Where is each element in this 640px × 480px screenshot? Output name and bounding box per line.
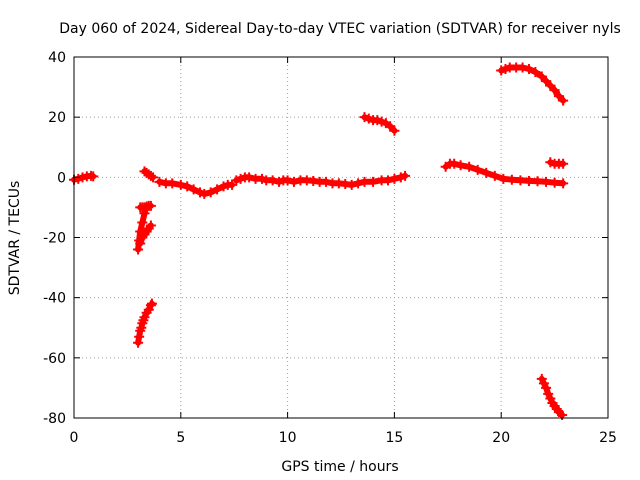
data-point (133, 337, 144, 348)
data-point (536, 373, 547, 384)
series-late-5 (545, 157, 569, 169)
data-point (139, 312, 150, 323)
data-point (154, 176, 165, 187)
x-tick-label: 5 (176, 430, 185, 446)
data-point (143, 304, 154, 315)
data-point (558, 178, 569, 189)
data-series (69, 62, 569, 420)
data-point (137, 217, 148, 228)
data-point (145, 200, 156, 211)
data-point (549, 85, 560, 96)
y-tick-label: -40 (43, 291, 66, 307)
data-point (515, 175, 526, 186)
data-point (389, 173, 400, 184)
data-point (538, 378, 549, 389)
data-point (506, 174, 517, 185)
data-point (455, 160, 466, 171)
data-point (449, 158, 460, 169)
data-point (145, 170, 156, 181)
data-point (148, 172, 159, 183)
data-point (523, 175, 534, 186)
data-point (359, 176, 370, 187)
data-point (282, 175, 293, 186)
data-point (289, 176, 300, 187)
data-point (134, 331, 145, 342)
data-point (205, 187, 216, 198)
y-tick-label: -80 (43, 411, 66, 427)
data-point (182, 181, 193, 192)
data-point (136, 322, 147, 333)
data-point (382, 175, 393, 186)
y-tick-label: 0 (57, 170, 66, 186)
data-point (523, 64, 534, 75)
data-point (212, 184, 223, 195)
data-point (321, 176, 332, 187)
data-point (145, 300, 156, 311)
y-tick-label: 20 (48, 110, 66, 126)
x-tick-label: 20 (492, 430, 510, 446)
data-point (472, 164, 483, 175)
y-tick-label: -20 (43, 231, 66, 247)
data-point (489, 170, 500, 181)
data-point (199, 188, 210, 199)
x-tick-label: 15 (385, 430, 403, 446)
data-point (400, 170, 411, 181)
y-axis-label: SDTVAR / TECUs (7, 181, 23, 296)
data-point (541, 382, 552, 393)
series-track (538, 375, 566, 418)
data-point (346, 179, 357, 190)
axis-ticks: 0 5 10 15 20 25 -80 -60 -40 -20 0 20 40 (43, 50, 617, 446)
data-point (135, 238, 146, 249)
series-small-2 (139, 166, 159, 183)
data-point (389, 125, 400, 136)
data-point (88, 171, 99, 182)
data-point (545, 393, 556, 404)
data-point (530, 67, 541, 78)
data-point (145, 220, 156, 231)
y-tick-label: -60 (43, 351, 66, 367)
data-point (167, 178, 178, 189)
data-point (532, 176, 543, 187)
series-late-70 (536, 373, 568, 420)
data-point (244, 172, 255, 183)
data-point (481, 167, 492, 178)
data-point (267, 175, 278, 186)
series-late-36 (496, 62, 569, 106)
data-point (368, 176, 379, 187)
x-axis-label: GPS time / hours (281, 459, 398, 475)
data-point (558, 158, 569, 169)
x-tick-label: 0 (70, 430, 79, 446)
series-drop-b (135, 220, 156, 249)
chart-title: Day 060 of 2024, Sidereal Day-to-day VTE… (59, 21, 621, 37)
data-point (353, 178, 364, 189)
series-late-0 (440, 158, 569, 189)
data-point (188, 184, 199, 195)
data-point (541, 176, 552, 187)
data-point (464, 161, 475, 172)
series-rise-20 (359, 112, 400, 136)
data-point (517, 62, 528, 73)
data-point (146, 298, 157, 309)
series-flat-10 (231, 170, 411, 190)
series-plateau-10 (135, 200, 156, 213)
data-point (543, 388, 554, 399)
data-point (498, 173, 509, 184)
data-point (558, 95, 569, 106)
y-tick-label: 40 (48, 50, 66, 66)
data-point (175, 179, 186, 190)
x-tick-label: 25 (599, 430, 617, 446)
data-point (549, 177, 560, 188)
x-tick-label: 10 (279, 430, 297, 446)
data-point (133, 244, 144, 255)
series-deep-55 (133, 298, 157, 348)
